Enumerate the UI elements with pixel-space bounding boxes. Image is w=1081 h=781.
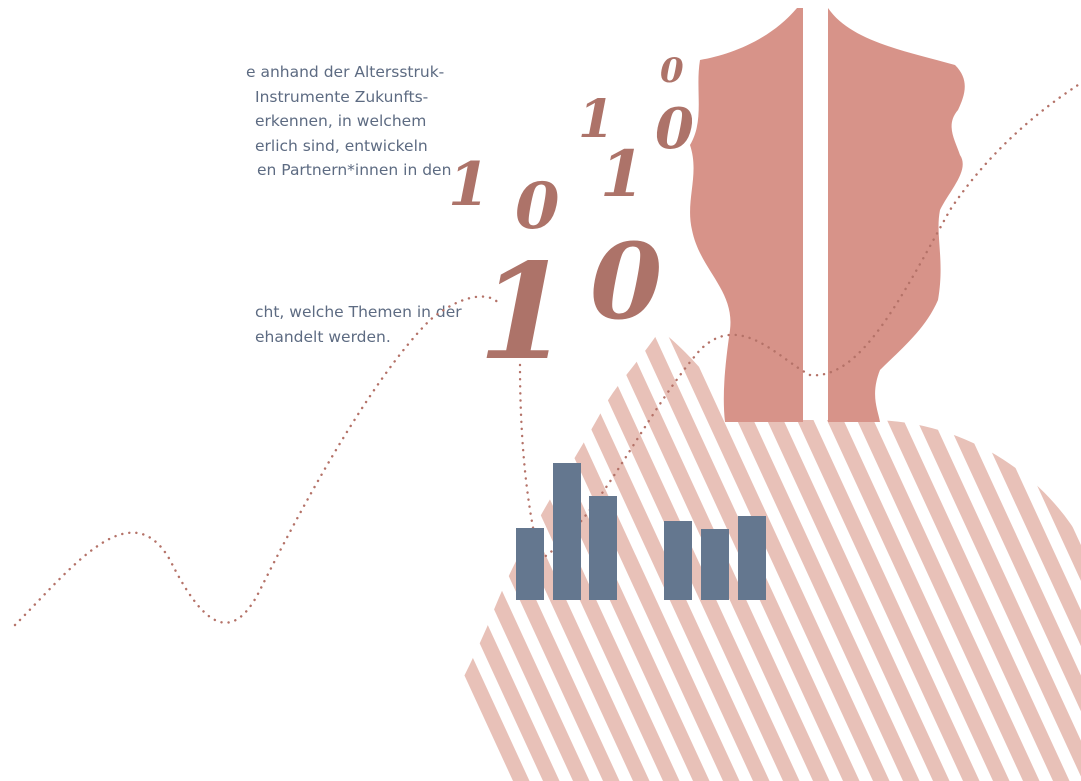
pictogram-bar (664, 521, 692, 600)
digit: 0 (590, 220, 662, 343)
dotted-drop-line (518, 363, 542, 562)
pictogram-bar (553, 463, 581, 600)
pictogram-bar (738, 516, 766, 600)
dotted-wave-line (13, 295, 502, 627)
digit: 1 (600, 137, 645, 212)
digit: 0 (515, 169, 560, 244)
digit: 0 (660, 51, 684, 91)
binary-digits: 0 1 0 1 0 1 1 0 (448, 51, 694, 390)
bar-pictogram (516, 463, 766, 600)
digit: 1 (578, 89, 614, 150)
pictogram-bar (589, 496, 617, 600)
stripe (653, 330, 897, 781)
pictogram-bar (701, 529, 729, 600)
digit: 1 (448, 150, 490, 220)
dotted-rise-line (538, 83, 1080, 562)
digit: 1 (478, 235, 570, 390)
head-silhouette (690, 8, 965, 422)
pictogram-bar (516, 528, 544, 600)
digit: 0 (655, 96, 694, 162)
